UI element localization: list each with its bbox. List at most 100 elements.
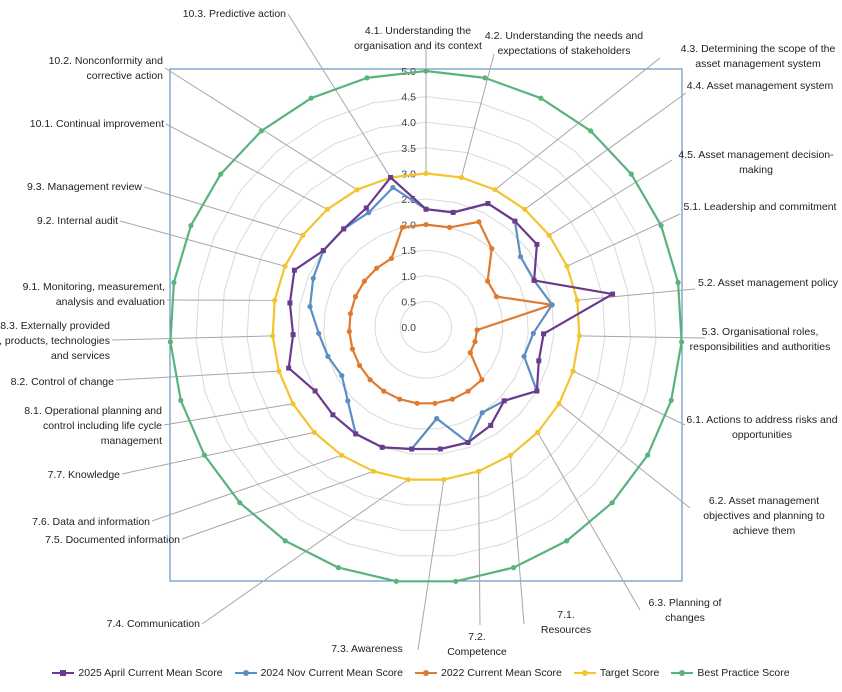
data-point — [311, 429, 317, 435]
data-point — [270, 333, 276, 339]
category-label: 9.3. Management review — [27, 181, 142, 193]
data-point — [488, 422, 494, 428]
legend-label: Target Score — [599, 667, 660, 679]
data-point — [381, 388, 387, 394]
data-point — [535, 429, 541, 435]
data-point — [658, 223, 664, 229]
data-point — [564, 263, 570, 269]
data-point — [399, 224, 405, 230]
data-point — [352, 294, 359, 300]
data-point — [339, 373, 345, 379]
leader-line — [115, 370, 279, 381]
data-point — [465, 440, 471, 445]
data-point — [610, 291, 616, 297]
data-point — [388, 175, 394, 180]
data-point — [432, 400, 438, 406]
legend-item: 2022 Current Mean Score — [415, 664, 562, 682]
legend-item: 2024 Nov Current Mean Score — [234, 664, 403, 682]
tick-label: 0.0 — [401, 322, 416, 334]
data-point — [521, 353, 527, 359]
legend-item: Best Practice Score — [671, 664, 790, 682]
data-point — [576, 333, 582, 339]
data-point — [531, 277, 537, 283]
category-label: 9.1. Monitoring, measurement, analysis an… — [23, 281, 166, 308]
data-point — [423, 206, 429, 212]
series-line — [287, 176, 614, 451]
data-point — [310, 275, 316, 281]
data-point — [668, 397, 674, 403]
data-point — [363, 205, 369, 211]
legend-swatch — [52, 667, 75, 679]
leader-line — [572, 370, 686, 426]
category-label: 5.1. Leadership and commitment — [684, 201, 837, 213]
data-point — [308, 95, 314, 101]
data-point — [272, 297, 278, 303]
category-label: 8.1. Operational planning and control inc… — [24, 405, 162, 447]
data-point — [493, 294, 500, 300]
data-point — [335, 565, 341, 571]
data-point — [507, 452, 513, 458]
data-point — [374, 265, 380, 271]
data-point — [258, 128, 264, 134]
leader-line — [119, 220, 286, 267]
leader-line — [566, 213, 681, 267]
data-point — [366, 210, 372, 216]
leader-line — [165, 123, 328, 210]
data-point — [574, 297, 580, 303]
data-point — [345, 398, 351, 404]
series-line — [308, 186, 554, 451]
grid-ring — [323, 224, 529, 430]
legend-label: 2022 Current Mean Score — [441, 667, 562, 679]
leader-line — [121, 431, 315, 475]
data-point — [178, 397, 184, 403]
data-point — [237, 500, 243, 506]
data-point — [485, 201, 491, 206]
data-point — [188, 223, 194, 229]
grid-ring — [220, 121, 632, 531]
data-point — [458, 174, 464, 181]
data-point — [423, 68, 429, 74]
data-point — [388, 255, 395, 261]
data-point — [609, 500, 615, 506]
data-point — [341, 226, 347, 232]
leader-line — [287, 13, 392, 178]
leader-line — [163, 403, 294, 426]
data-point — [354, 187, 360, 193]
data-point — [364, 75, 370, 81]
tick-label: 4.0 — [401, 117, 416, 129]
data-point — [645, 452, 651, 458]
data-point — [290, 332, 296, 338]
category-label: 4.3. Determining the scope of the asset m… — [681, 43, 836, 70]
data-point — [556, 401, 562, 407]
data-point — [538, 95, 544, 101]
data-point — [517, 254, 524, 260]
data-point — [325, 353, 331, 359]
category-label: 5.2. Asset management policy — [698, 277, 839, 289]
tick-label: 4.5 — [401, 92, 416, 104]
data-point — [447, 224, 453, 230]
data-point — [409, 446, 415, 452]
data-point — [201, 452, 207, 458]
data-point — [546, 232, 552, 238]
data-point — [346, 328, 352, 335]
data-point — [479, 410, 485, 416]
leader-line — [524, 92, 687, 210]
data-point — [476, 219, 482, 225]
data-point — [501, 398, 507, 404]
legend-swatch — [415, 667, 437, 679]
data-point — [307, 304, 313, 310]
data-point — [286, 365, 292, 371]
series-line — [271, 172, 581, 481]
data-point — [534, 241, 540, 247]
grid-ring — [246, 147, 606, 506]
category-label: 7.2. Competence — [447, 631, 507, 658]
leader-line — [509, 455, 525, 625]
category-label: 6.3. Planning of changes — [649, 597, 722, 624]
data-point — [536, 358, 542, 364]
data-point — [349, 346, 355, 352]
category-label: 4.5. Asset management decision-making — [678, 149, 834, 176]
category-label: 7.6. Data and information — [32, 516, 150, 528]
data-point — [356, 362, 363, 368]
category-label: 7.3. Awareness — [331, 643, 403, 655]
